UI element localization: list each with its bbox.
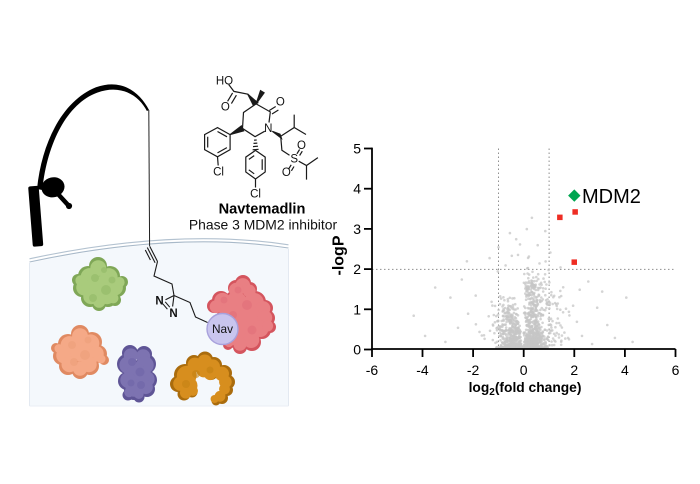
svg-text:-4: -4 [416, 362, 429, 378]
svg-text:0: 0 [520, 362, 528, 378]
svg-text:N: N [169, 308, 177, 320]
svg-text:S: S [290, 154, 298, 166]
svg-text:N: N [155, 296, 163, 308]
svg-text:HO: HO [216, 76, 233, 88]
svg-text:4: 4 [353, 181, 361, 197]
svg-text:O: O [297, 140, 306, 152]
svg-text:MDM2: MDM2 [582, 186, 641, 208]
svg-text:5: 5 [353, 141, 361, 157]
svg-text:O: O [276, 97, 285, 109]
svg-text:Phase 3 MDM2 inhibitor: Phase 3 MDM2 inhibitor [189, 217, 338, 233]
svg-text:4: 4 [621, 362, 629, 378]
svg-text:3: 3 [353, 221, 361, 237]
svg-text:O: O [221, 102, 230, 114]
svg-text:-6: -6 [366, 362, 379, 378]
svg-text:2: 2 [570, 362, 578, 378]
svg-text:Nav: Nav [212, 322, 233, 336]
svg-text:O: O [282, 167, 291, 179]
svg-text:Cl: Cl [250, 189, 261, 201]
svg-text:N: N [264, 123, 272, 135]
svg-text:2: 2 [353, 261, 361, 277]
svg-text:Navtemadlin: Navtemadlin [219, 202, 306, 218]
svg-text:6: 6 [672, 362, 680, 378]
svg-text:Cl: Cl [213, 167, 224, 179]
svg-text:0: 0 [353, 342, 361, 358]
svg-text:1: 1 [353, 301, 361, 317]
svg-text:-logP: -logP [331, 235, 348, 275]
svg-text:log2(fold change): log2(fold change) [469, 380, 582, 398]
svg-text:-2: -2 [467, 362, 480, 378]
